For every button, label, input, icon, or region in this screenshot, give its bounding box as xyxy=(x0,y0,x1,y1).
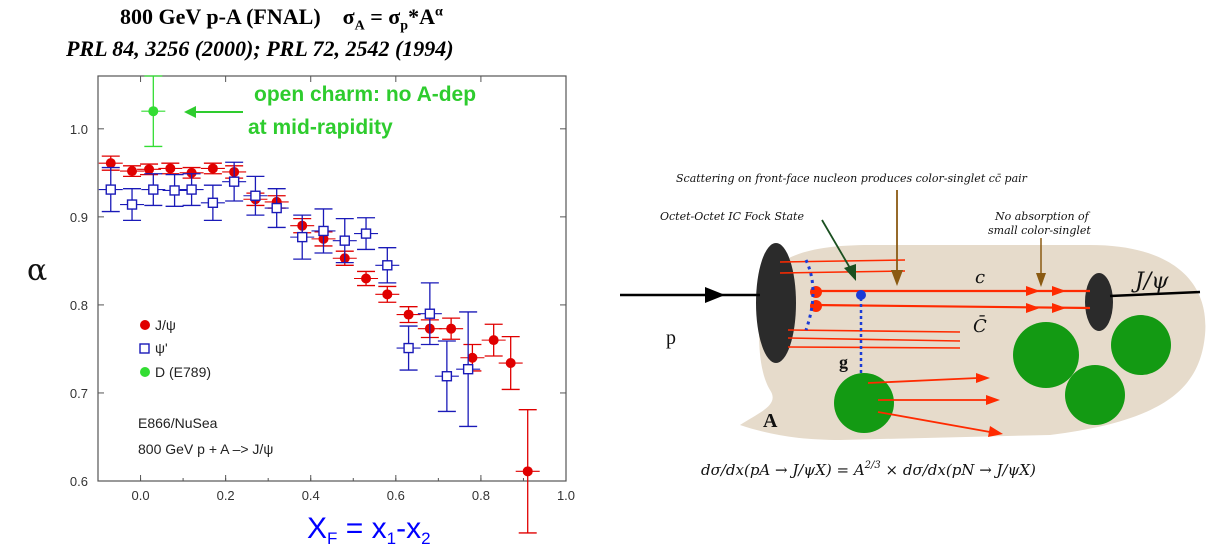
absorption-pointer xyxy=(1036,238,1046,287)
svg-text:XF = x1-x2: XF = x1-x2 xyxy=(307,512,431,548)
legend: J/ψ ψ' D (E789) xyxy=(139,317,211,380)
title-main-text: 800 GeV p-A (FNAL) xyxy=(120,4,321,29)
legend-d-label: D (E789) xyxy=(155,364,211,380)
nucleon-4 xyxy=(1065,365,1125,425)
x-tick-label: 0.8 xyxy=(472,488,490,503)
data-point xyxy=(207,163,218,174)
data-point xyxy=(105,184,116,195)
legend-psiprime-marker xyxy=(139,343,150,354)
data-point xyxy=(462,363,474,375)
fock-pointer xyxy=(821,219,856,281)
data-point xyxy=(403,309,414,320)
data-point xyxy=(228,176,240,187)
top-caption: Scattering on front-face nucleon produce… xyxy=(676,172,1028,185)
absorption-line-2: small color-singlet xyxy=(988,224,1091,237)
data-point xyxy=(148,106,159,117)
y-tick-label: 0.6 xyxy=(70,474,88,489)
data-point xyxy=(441,371,453,382)
data-point xyxy=(382,289,393,300)
data-point xyxy=(488,335,499,346)
data-point xyxy=(207,197,219,208)
legend-jpsi-marker xyxy=(140,320,150,330)
data-point xyxy=(403,342,414,354)
alpha-vs-xf-chart: 0.0 0.2 0.4 0.6 0.8 1.0 0.6 0.7 0.8 0.9 1.0 open c… xyxy=(27,75,575,548)
annotation-line-2: at mid-rapidity xyxy=(248,116,393,139)
beam-line-out xyxy=(1109,290,1201,298)
series-1 xyxy=(98,161,481,428)
data-point xyxy=(339,235,350,246)
legend-jpsi-label: J/ψ xyxy=(155,317,176,333)
data-point xyxy=(271,202,282,214)
x-axis-label: XF = x1-x2 xyxy=(307,512,431,548)
data-point xyxy=(297,231,308,243)
data-point xyxy=(105,158,116,169)
x-tick-label: 0.0 xyxy=(132,488,150,503)
plot-frame xyxy=(97,75,567,482)
y-tick-label: 0.9 xyxy=(70,210,88,225)
legend-psiprime-label: ψ' xyxy=(155,340,168,356)
data-point xyxy=(165,163,176,174)
y-axis-label: α xyxy=(27,253,47,288)
legend-d-marker xyxy=(140,367,150,377)
data-point xyxy=(424,308,436,319)
A-label: A xyxy=(763,410,778,432)
data-point xyxy=(505,358,516,369)
y-tick-label: 1.0 xyxy=(70,122,88,137)
p-label: p xyxy=(666,327,676,349)
jpsi-label: J/ψ xyxy=(1131,269,1169,294)
beam-arrow xyxy=(705,287,725,303)
series-layer xyxy=(98,75,540,534)
jpsi-ellipse xyxy=(1085,273,1113,331)
octet-dotted xyxy=(804,259,815,331)
data-point xyxy=(361,273,372,284)
x-tick-label: 0.6 xyxy=(387,488,405,503)
formula: dσ/dx(pA → J/ψX) = A2/3 × dσ/dx(pN → J/ψ… xyxy=(701,460,1036,479)
data-point xyxy=(169,185,180,196)
chart-title: 800 GeV p-A (FNAL) σA = σp*Aα xyxy=(120,4,443,34)
data-point xyxy=(382,260,393,271)
experiment-note-line-1: E866/NuSea xyxy=(138,415,218,431)
nucleon-2 xyxy=(1013,322,1079,388)
data-point xyxy=(360,228,372,239)
x-tick-label: 1.0 xyxy=(557,488,575,503)
annotation-line-1: open charm: no A-dep xyxy=(254,83,476,106)
y-tick-label: 0.7 xyxy=(70,386,88,401)
absorption-line-1: No absorption of xyxy=(994,210,1091,223)
axis-ticks: 0.0 0.2 0.4 0.6 0.8 1.0 0.6 0.7 0.8 0.9 1.0 xyxy=(70,76,575,503)
data-point xyxy=(522,466,533,477)
caption-pointer xyxy=(891,190,903,286)
x-tick-label: 0.4 xyxy=(302,488,320,503)
data-point xyxy=(127,166,138,177)
x-tick-label: 0.2 xyxy=(217,488,235,503)
charm-production-diagram: Scattering on front-face nucleon produce… xyxy=(620,172,1206,479)
data-point xyxy=(446,323,457,334)
data-point xyxy=(148,184,159,195)
series-2 xyxy=(141,75,166,148)
experiment-note-line-2: 800 GeV p + A –> J/ψ xyxy=(138,441,273,457)
parton-lines xyxy=(779,259,961,349)
data-point xyxy=(186,184,197,195)
data-point xyxy=(186,167,197,178)
proton-ellipse xyxy=(756,243,796,363)
g-label: g xyxy=(839,352,848,372)
data-point xyxy=(126,199,138,210)
c-label: c xyxy=(975,267,985,288)
data-point xyxy=(144,164,155,175)
cbar-label: C̄ xyxy=(973,314,987,337)
plot-border xyxy=(97,75,567,482)
fock-label: Octet-Octet IC Fock State xyxy=(660,210,804,223)
data-point xyxy=(250,190,261,201)
outgoing-arrows xyxy=(867,377,991,433)
data-point xyxy=(467,352,478,363)
y-tick-label: 0.8 xyxy=(70,298,88,313)
annotation-arrow xyxy=(184,106,243,118)
data-point xyxy=(318,225,329,237)
reference-line: PRL 84, 3256 (2000); PRL 72, 2542 (1994) xyxy=(66,36,454,61)
title-formula: σA = σp*Aα xyxy=(342,4,443,34)
nucleon-3 xyxy=(1111,315,1171,375)
nucleon-1 xyxy=(834,373,894,433)
